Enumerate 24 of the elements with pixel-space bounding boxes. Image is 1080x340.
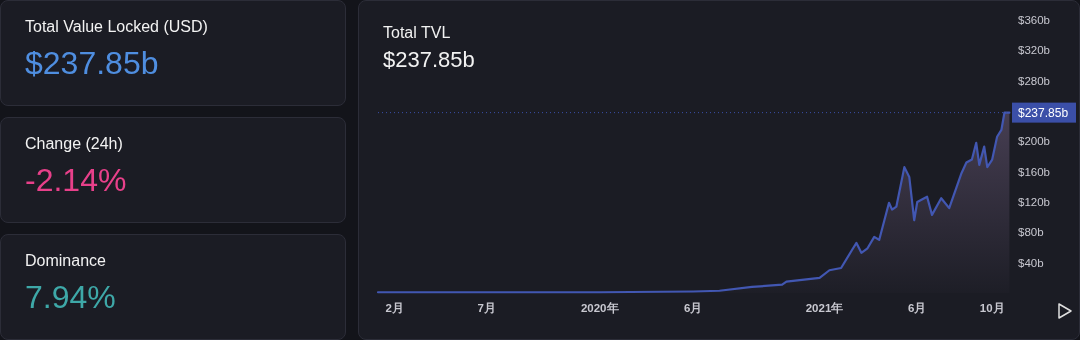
ref-line-label: $237.85b — [1018, 106, 1069, 121]
text: Change (24h) — [25, 135, 123, 153]
x-tick-label: 6月 — [908, 302, 927, 314]
y-tick-label: $80b — [1018, 226, 1044, 239]
x-tick-label: 2020年 — [580, 301, 619, 314]
y-tick-label: $280b — [1018, 74, 1050, 87]
y-tick-label: $40b — [1018, 256, 1044, 269]
y-tick-label: $120b — [1018, 196, 1050, 208]
x-tick-label: 6月 — [683, 302, 703, 314]
chart-title: Total TVL — [383, 24, 451, 41]
x-tick-label: 2月 — [385, 302, 404, 314]
text: -2.14% — [25, 162, 127, 199]
text: $237.85b — [383, 47, 475, 72]
y-tick-label: $360b — [1018, 14, 1050, 26]
y-tick-label: $200b — [1018, 135, 1050, 148]
text: 7.94% — [25, 279, 116, 316]
text: Dominance — [25, 252, 106, 270]
text: Total Value Locked (USD) — [25, 18, 208, 36]
x-tick-label: 2021年 — [805, 301, 844, 314]
x-tick-label: 7月 — [477, 302, 496, 314]
y-tick-label: $320b — [1018, 44, 1050, 57]
text: $237.85b — [25, 45, 159, 82]
y-tick-label: $160b — [1018, 165, 1050, 178]
x-tick-label: 10月 — [979, 302, 1005, 314]
